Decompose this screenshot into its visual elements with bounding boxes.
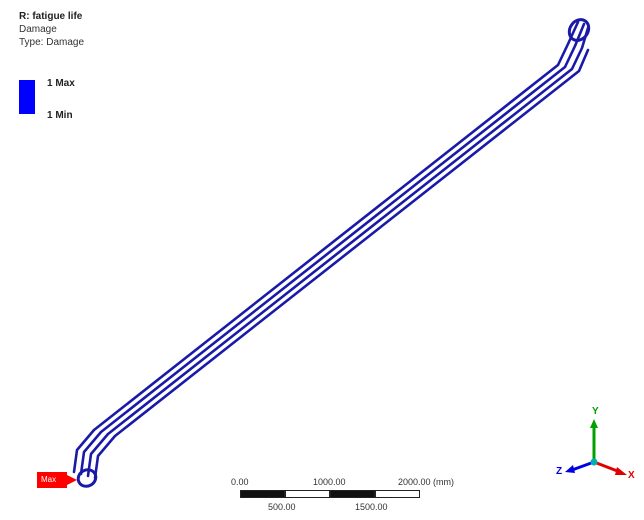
scale-label-1500: 1500.00 — [355, 502, 388, 512]
scale-segment-4 — [375, 490, 420, 498]
x-axis-arrow — [615, 467, 627, 475]
legend-result-name: Damage — [19, 24, 57, 35]
legend-title: R: fatigue life — [19, 11, 83, 22]
max-probe-label: Max — [37, 472, 67, 488]
scale-segment-1 — [240, 490, 285, 498]
triad-graphic — [565, 419, 627, 475]
tube-path-2 — [79, 22, 586, 476]
tube-path-4 — [93, 48, 590, 480]
legend-min-label: 1 Min — [47, 110, 73, 121]
x-axis-label: X — [628, 470, 635, 481]
legend-result-type: Type: Damage — [19, 37, 85, 48]
legend-color-scale — [19, 80, 35, 114]
max-probe-pointer — [67, 475, 77, 485]
z-axis-label: Z — [556, 466, 563, 477]
z-axis-line — [571, 460, 595, 472]
x-axis-line — [593, 460, 621, 474]
end-fitting-top — [567, 18, 591, 42]
z-axis-arrow — [565, 465, 575, 473]
scale-label-500: 500.00 — [268, 502, 296, 512]
end-fitting-bottom — [76, 468, 98, 488]
scale-ruler: 0.00 1000.00 2000.00 (mm) 500.00 1500.00 — [231, 474, 470, 514]
legend-max-label: 1 Max — [47, 78, 75, 89]
scale-segment-2 — [285, 490, 330, 498]
scale-label-0: 0.00 — [231, 477, 249, 487]
axis-triad[interactable]: Y X Z — [556, 406, 640, 490]
result-legend: R: fatigue life Damage Type: Damage 1 Ma… — [19, 10, 159, 121]
scale-label-2000: 2000.00 (mm) — [398, 477, 455, 487]
tube-path-1 — [72, 20, 580, 474]
y-axis-arrow — [590, 419, 598, 428]
y-axis-label: Y — [592, 406, 599, 417]
scale-label-1000: 1000.00 — [313, 477, 346, 487]
tube-path-3 — [86, 26, 590, 478]
scale-segment-3 — [330, 490, 375, 498]
triad-origin — [590, 458, 598, 466]
